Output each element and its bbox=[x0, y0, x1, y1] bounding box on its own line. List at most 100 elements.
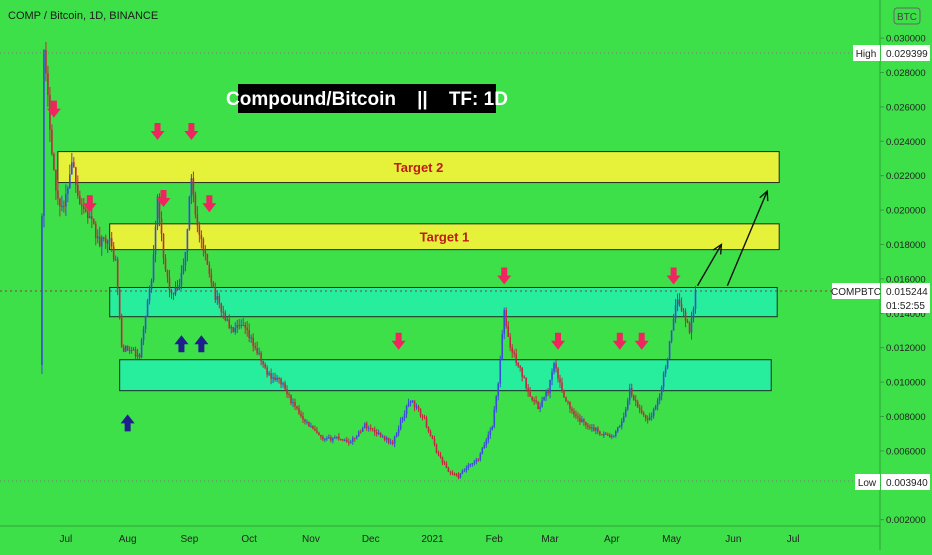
candle-body bbox=[601, 434, 603, 436]
projection-arrow-head-icon bbox=[712, 243, 723, 255]
candle-body bbox=[517, 362, 519, 366]
zone-label-0: Target 2 bbox=[394, 160, 444, 175]
candle-body bbox=[457, 474, 460, 478]
candle-body bbox=[385, 437, 388, 440]
candle-body bbox=[567, 401, 569, 403]
candle-body bbox=[353, 437, 356, 439]
low-label-box bbox=[855, 474, 880, 490]
low-value: 0.003940 bbox=[886, 478, 928, 489]
candle-body bbox=[587, 425, 589, 427]
candle-body bbox=[638, 407, 641, 410]
candle-body bbox=[375, 432, 378, 435]
candle-body bbox=[200, 234, 203, 240]
symbol-header[interactable]: COMP / Bitcoin, 1D, BINANCE bbox=[8, 10, 158, 22]
candle-body bbox=[272, 377, 274, 379]
candle-body bbox=[256, 347, 258, 354]
candle-body bbox=[340, 439, 342, 441]
candle-body bbox=[429, 431, 432, 437]
time-axis[interactable]: Jul Aug Sep Oct Nov Dec 2021 Feb Mar Apr May Jun Jul bbox=[59, 534, 799, 545]
candle-body bbox=[218, 296, 221, 304]
candle-body bbox=[214, 287, 217, 300]
sell-arrow-icon bbox=[202, 195, 217, 213]
candle-body bbox=[57, 190, 59, 199]
candle-body bbox=[497, 383, 500, 396]
candle-body bbox=[278, 377, 280, 379]
zone-target-0[interactable] bbox=[57, 151, 780, 184]
x-tick-label: May bbox=[662, 534, 681, 545]
candle-body bbox=[688, 322, 691, 333]
candle-body bbox=[389, 442, 392, 444]
candle-body bbox=[431, 436, 434, 439]
candle-body bbox=[226, 319, 229, 321]
candle-body bbox=[166, 269, 169, 278]
candle-body bbox=[186, 229, 189, 252]
candle-body bbox=[116, 259, 119, 290]
candle-body bbox=[485, 440, 488, 446]
candle-body bbox=[618, 426, 621, 428]
candle-body bbox=[302, 416, 304, 420]
zone-target-1[interactable] bbox=[109, 223, 780, 251]
candle-body bbox=[355, 436, 358, 439]
candle-body bbox=[300, 413, 302, 417]
candle-body bbox=[632, 395, 635, 401]
candle-body bbox=[571, 408, 573, 412]
candle-body bbox=[230, 327, 233, 329]
low-label: Low bbox=[858, 478, 877, 489]
candle-body bbox=[479, 453, 482, 460]
candle-body bbox=[435, 444, 438, 453]
candle-body bbox=[407, 402, 410, 406]
candle-body bbox=[250, 337, 252, 339]
candle-body bbox=[144, 316, 147, 330]
high-label-box bbox=[853, 45, 880, 61]
candle-body bbox=[541, 400, 543, 407]
candle-body bbox=[202, 239, 205, 251]
candle-body bbox=[441, 456, 444, 463]
candle-body bbox=[483, 445, 486, 449]
candle-body bbox=[71, 162, 73, 175]
currency-badge-box[interactable] bbox=[893, 7, 921, 25]
candle-body bbox=[451, 472, 454, 474]
candle-body bbox=[371, 428, 374, 430]
chart-title: Compound/Bitcoin || TF: 1D bbox=[226, 89, 508, 110]
candle-body bbox=[81, 204, 83, 207]
projection-arrow-line bbox=[726, 190, 768, 287]
current-countdown: 01:52:55 bbox=[886, 301, 925, 312]
candle-body bbox=[334, 437, 336, 439]
candle-body bbox=[304, 419, 306, 422]
buy-arrow-icon bbox=[194, 335, 209, 353]
candle-body bbox=[686, 320, 689, 323]
candle-body bbox=[611, 435, 613, 438]
candle-body bbox=[421, 415, 424, 417]
candle-body bbox=[503, 310, 506, 335]
candle-body bbox=[595, 428, 597, 431]
candle-body bbox=[158, 196, 161, 219]
candle-body bbox=[419, 408, 422, 416]
candle-body bbox=[346, 439, 348, 442]
candle-body bbox=[553, 363, 555, 372]
candle-body bbox=[694, 290, 697, 309]
candle-body bbox=[401, 417, 404, 421]
candle-body bbox=[630, 388, 633, 396]
candle-body bbox=[403, 414, 406, 418]
sell-arrow-icon bbox=[391, 332, 406, 350]
candle-body bbox=[583, 419, 585, 423]
candle-body bbox=[142, 329, 145, 341]
candle-body bbox=[676, 299, 679, 306]
candle-body bbox=[519, 365, 521, 368]
candle-body bbox=[664, 367, 667, 374]
price-axis[interactable]: 0.0020000.0040000.0060000.0080000.010000… bbox=[880, 34, 926, 527]
candle-body bbox=[459, 473, 462, 478]
zone-support-3[interactable] bbox=[119, 359, 772, 392]
candle-body bbox=[561, 382, 563, 391]
candle-body bbox=[228, 319, 231, 329]
currency-badge[interactable]: BTC bbox=[897, 12, 917, 23]
candle-body bbox=[63, 206, 65, 208]
candle-body bbox=[348, 441, 350, 443]
y-tick-label: 0.012000 bbox=[886, 343, 926, 354]
candle-body bbox=[312, 426, 314, 429]
candle-body bbox=[531, 396, 533, 401]
candle-body bbox=[164, 258, 167, 270]
candle-body bbox=[248, 330, 250, 338]
